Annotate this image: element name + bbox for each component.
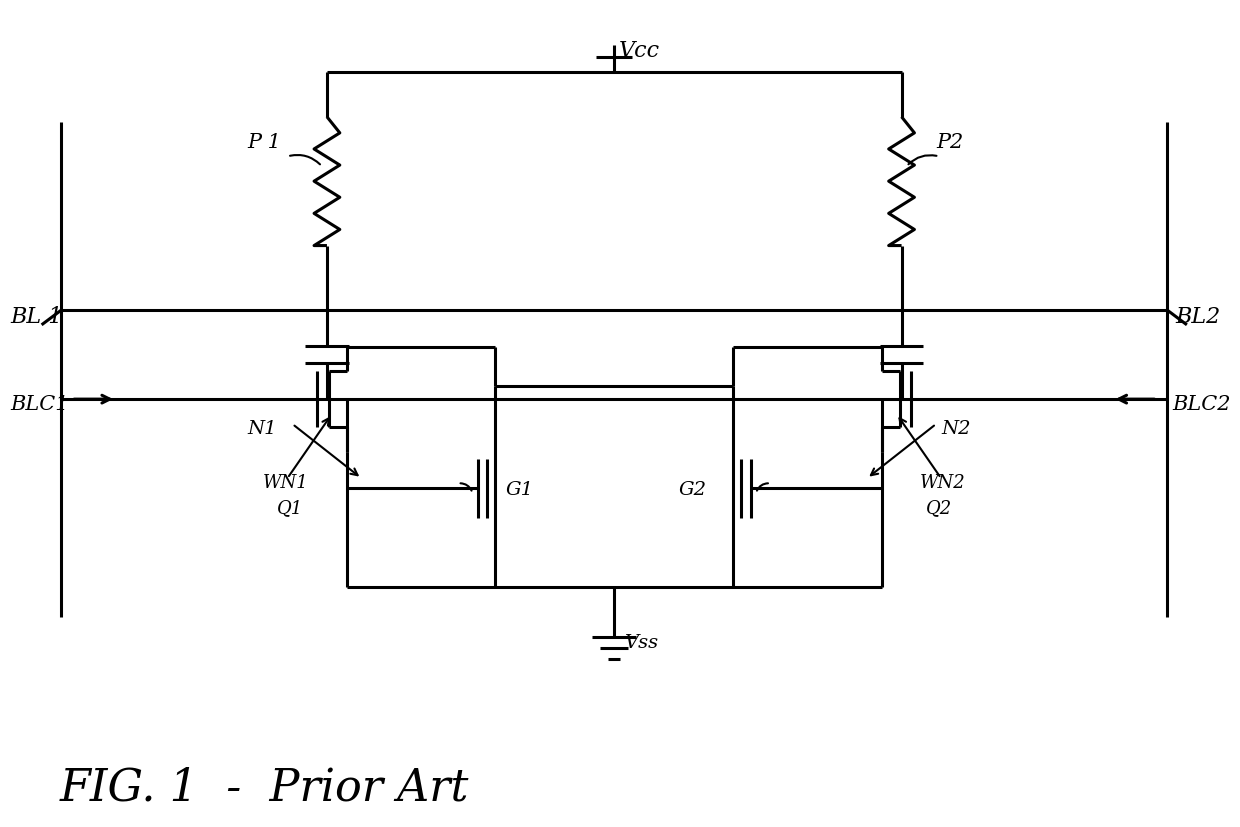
Text: BLC2: BLC2	[1172, 394, 1230, 414]
Text: Q2: Q2	[926, 499, 952, 517]
Text: N1: N1	[248, 419, 278, 437]
Text: WN1: WN1	[263, 474, 309, 492]
Text: BL2: BL2	[1176, 306, 1220, 327]
Text: P2: P2	[936, 132, 963, 151]
Text: G1: G1	[505, 480, 533, 499]
Text: P 1: P 1	[248, 132, 281, 151]
Text: Vcc: Vcc	[619, 41, 661, 62]
Text: G2: G2	[678, 480, 707, 499]
Text: BL 1: BL 1	[10, 306, 62, 327]
Text: BLC1: BLC1	[10, 394, 68, 414]
Text: Vss: Vss	[624, 633, 658, 651]
Text: FIG. 1  -  Prior Art: FIG. 1 - Prior Art	[60, 766, 469, 809]
Text: N2: N2	[941, 419, 971, 437]
Text: Q1: Q1	[278, 499, 304, 517]
Text: WN2: WN2	[919, 474, 965, 492]
